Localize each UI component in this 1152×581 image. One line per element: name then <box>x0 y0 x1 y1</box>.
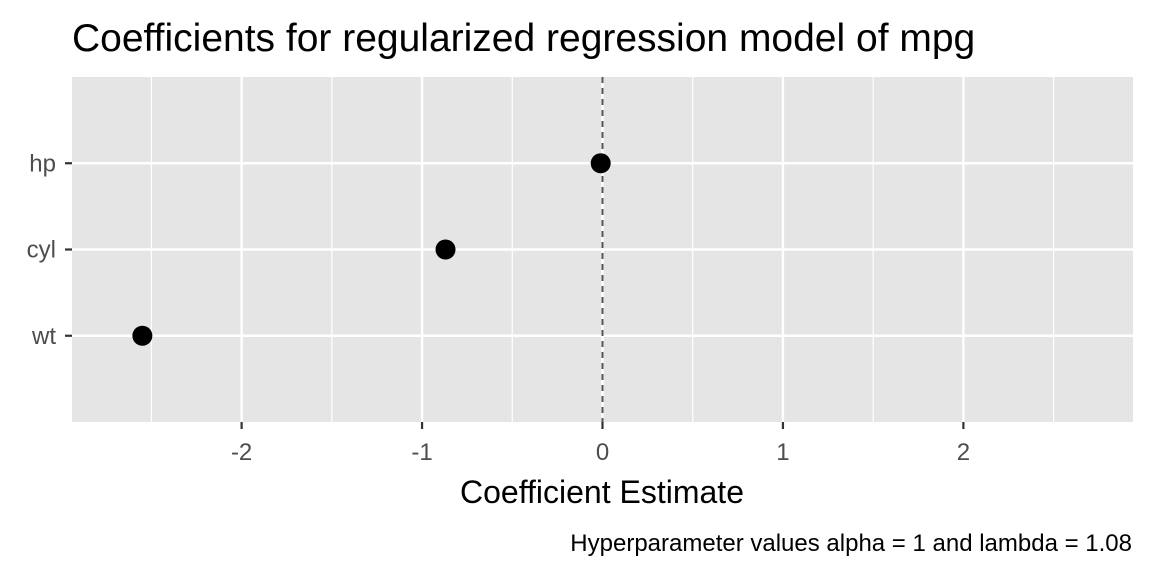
x-tick-label: -1 <box>411 439 432 466</box>
y-tick-label-wt: wt <box>31 323 56 350</box>
axis-layer: -2 -1 0 1 2 wt cyl hp <box>27 150 970 466</box>
point-layer <box>132 153 611 346</box>
chart-title: Coefficients for regularized regression … <box>72 17 975 60</box>
point-cyl <box>435 239 456 260</box>
x-tick-label: 2 <box>957 439 970 466</box>
point-wt <box>132 325 153 346</box>
x-axis-label: Coefficient Estimate <box>460 474 744 510</box>
x-tick-label: -2 <box>231 439 252 466</box>
x-tick-label: 1 <box>776 439 789 466</box>
x-tick-label: 0 <box>596 439 609 466</box>
caption: Hyperparameter values alpha = 1 and lamb… <box>570 530 1132 557</box>
point-hp <box>590 153 611 174</box>
y-tick-label-hp: hp <box>29 150 56 177</box>
y-tick-label-cyl: cyl <box>27 237 56 264</box>
